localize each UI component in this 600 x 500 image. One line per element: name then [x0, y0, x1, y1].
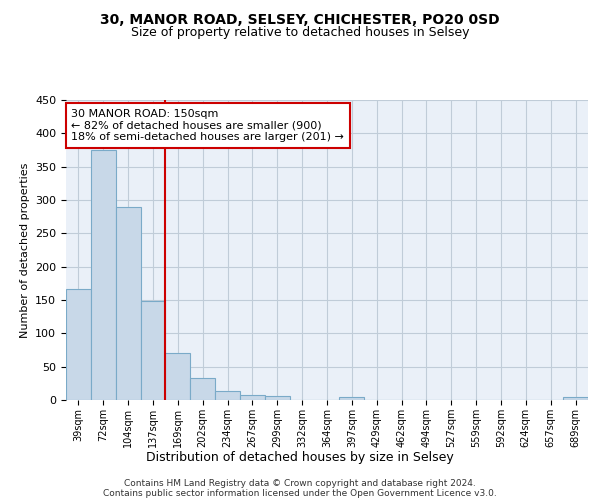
Bar — [340, 398, 364, 400]
Text: 30, MANOR ROAD, SELSEY, CHICHESTER, PO20 0SD: 30, MANOR ROAD, SELSEY, CHICHESTER, PO20… — [100, 12, 500, 26]
Text: 30 MANOR ROAD: 150sqm
← 82% of detached houses are smaller (900)
18% of semi-det: 30 MANOR ROAD: 150sqm ← 82% of detached … — [71, 109, 344, 142]
Bar — [190, 378, 215, 400]
Bar — [563, 398, 588, 400]
Bar — [116, 206, 140, 400]
Bar — [166, 354, 190, 400]
Text: Contains public sector information licensed under the Open Government Licence v3: Contains public sector information licen… — [103, 488, 497, 498]
Bar — [66, 290, 91, 400]
Bar — [240, 396, 265, 400]
Text: Distribution of detached houses by size in Selsey: Distribution of detached houses by size … — [146, 451, 454, 464]
Bar — [91, 150, 116, 400]
Bar — [140, 302, 166, 400]
Bar — [265, 396, 290, 400]
Text: Contains HM Land Registry data © Crown copyright and database right 2024.: Contains HM Land Registry data © Crown c… — [124, 478, 476, 488]
Bar — [215, 392, 240, 400]
Text: Size of property relative to detached houses in Selsey: Size of property relative to detached ho… — [131, 26, 469, 39]
Y-axis label: Number of detached properties: Number of detached properties — [20, 162, 29, 338]
